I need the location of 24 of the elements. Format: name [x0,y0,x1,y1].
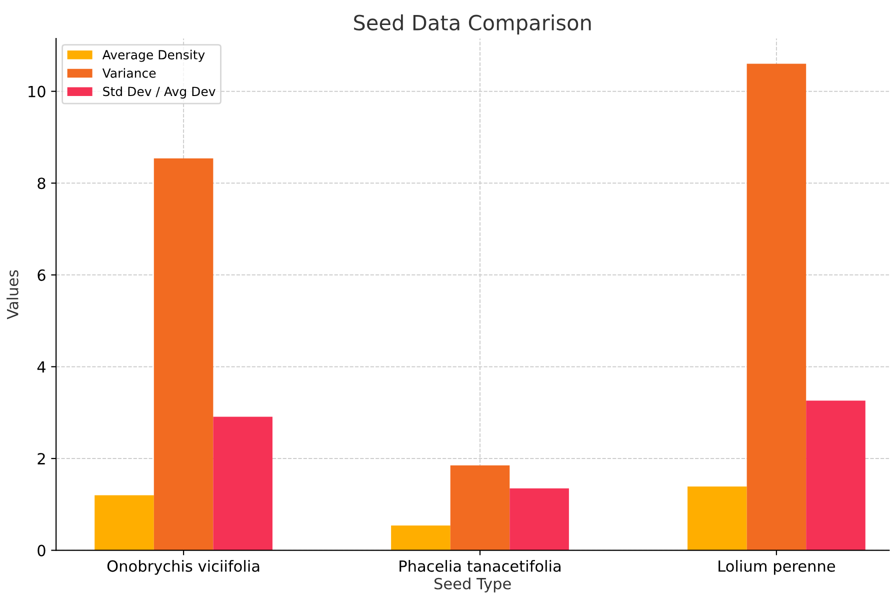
chart-title: Seed Data Comparison [354,14,591,35]
bar [450,465,510,550]
bar [94,495,154,550]
bar [154,158,214,550]
y-tick-label: 8 [38,178,46,190]
x-axis-title: Seed Type [434,578,511,592]
legend-label: Variance [102,68,156,78]
legend-label: Average Density [102,50,205,62]
y-tick-label: 4 [37,361,46,373]
y-tick-label: 6 [38,269,46,281]
legend-label: Std Dev / Avg Dev [103,86,216,99]
y-tick-label: 0 [38,544,46,556]
bar [391,526,450,550]
y-axis-title: Values [6,270,18,320]
y-tick-label: 2 [38,452,45,464]
x-tick-label: Lolium perenne [718,560,835,575]
bar [746,64,806,550]
bar [510,488,569,550]
x-tick-label: Phacelia tanacetifolia [400,560,560,572]
bar [806,400,866,550]
bar [213,416,272,550]
x-tick-label: Onobrychis viciifolia [107,560,260,575]
bar [688,486,747,550]
y-tick-label: 10 [28,86,46,98]
